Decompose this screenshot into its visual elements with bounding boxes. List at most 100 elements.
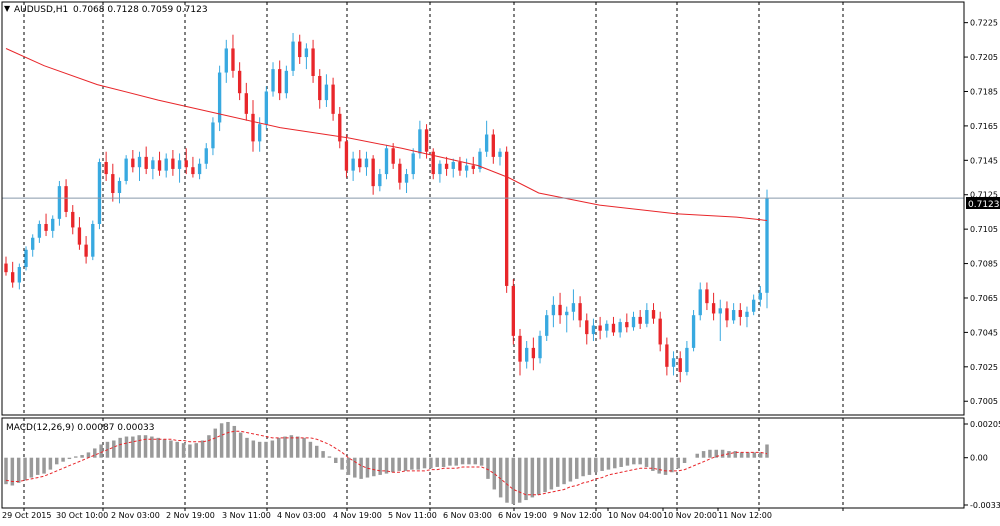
candle-body — [545, 315, 549, 336]
candle-body — [585, 320, 589, 335]
candle-body — [97, 162, 102, 224]
x-tick-label: 6 Nov 19:00 — [498, 511, 547, 520]
candle-body — [431, 151, 435, 175]
candle-body — [304, 48, 309, 58]
candle-body — [217, 72, 222, 123]
candle-body — [117, 180, 122, 194]
y-tick-label: 0.7165 — [970, 122, 998, 131]
candle-body — [164, 158, 168, 171]
y-tick-label: 0.7105 — [970, 225, 998, 234]
macd-y-tick-label: 0.00 — [970, 454, 988, 463]
candle-body — [498, 151, 502, 157]
candle-body — [631, 316, 636, 328]
x-tick-label: 6 Nov 03:00 — [443, 511, 492, 520]
candle-body — [751, 299, 756, 312]
x-tick-label: 4 Nov 03:00 — [277, 511, 326, 520]
candle-body — [525, 347, 529, 362]
candle-body — [398, 163, 402, 183]
candle-body — [758, 292, 762, 300]
candle-body — [204, 148, 208, 164]
x-tick-label: 30 Oct 10:00 — [56, 511, 108, 520]
candle-body — [124, 158, 128, 181]
y-tick-label: 0.7185 — [970, 87, 998, 96]
candle-body — [678, 358, 682, 372]
candle-body — [371, 158, 375, 187]
y-tick-label: 0.7125 — [970, 191, 998, 200]
candle-body — [131, 158, 135, 168]
candle-body — [4, 263, 8, 273]
candle-body — [171, 158, 175, 169]
candle-body — [471, 165, 475, 169]
candle-body — [391, 148, 395, 164]
y-tick-label: 0.7025 — [970, 363, 998, 372]
candle-body — [518, 335, 522, 362]
current-price-tag-bg — [966, 197, 1000, 209]
candle-body — [191, 167, 195, 175]
macd-panel-frame — [1, 417, 965, 509]
candle-body — [418, 129, 422, 154]
y-tick-label: 0.7205 — [970, 53, 998, 62]
candle-body — [271, 69, 275, 92]
candle-body — [424, 129, 429, 152]
candle-body — [111, 174, 115, 194]
candle-body — [291, 41, 295, 71]
candle-body — [645, 310, 649, 324]
candle-body — [571, 303, 576, 312]
macd-header: MACD(12,26,9) 0.00087 0.00033 — [6, 423, 155, 433]
candle-body — [338, 113, 342, 142]
candle-body — [731, 310, 736, 321]
y-tick-label: 0.7045 — [970, 328, 998, 337]
candle-body — [665, 344, 669, 367]
candle-body — [464, 165, 469, 171]
candle-body — [17, 267, 22, 283]
candle-body — [51, 218, 55, 231]
candle-body — [691, 315, 696, 348]
candle-body — [651, 310, 656, 319]
candle-body — [184, 160, 188, 168]
candle-body — [671, 358, 676, 367]
candle-body — [311, 48, 315, 76]
candle-body — [478, 151, 482, 169]
macd-y-tick-label: 0.00205 — [970, 420, 1000, 429]
candle-body — [351, 158, 355, 171]
y-tick-label: 0.7005 — [970, 397, 998, 406]
candle-body — [558, 304, 562, 316]
moving-average-line — [5, 48, 768, 221]
candle-body — [331, 84, 335, 114]
candle-body — [44, 223, 48, 231]
candle-body — [298, 41, 302, 58]
candle-body — [251, 113, 255, 142]
candle-body — [157, 160, 162, 171]
candle-body — [458, 162, 462, 171]
candle-body — [711, 303, 716, 314]
candle-body — [257, 124, 262, 142]
x-tick-label: 2 Nov 19:00 — [166, 511, 215, 520]
main-candles-layer — [4, 32, 769, 383]
candle-body — [151, 160, 155, 169]
candle-body — [144, 156, 148, 169]
candle-body — [411, 153, 415, 175]
x-tick-label: 9 Nov 12:00 — [553, 511, 602, 520]
symbol-header: AUDUSD,H1 — [14, 5, 68, 15]
x-tick-label: 2 Nov 03:00 — [111, 511, 160, 520]
candle-body — [77, 227, 82, 245]
candle-body — [738, 310, 742, 317]
candle-body — [284, 70, 289, 94]
candle-body — [37, 223, 42, 238]
candle-body — [91, 223, 95, 257]
candle-body — [638, 316, 642, 324]
x-tick-label: 10 Nov 20:00 — [663, 511, 717, 520]
candle-body — [318, 75, 322, 101]
x-tick-label: 5 Nov 11:00 — [388, 511, 437, 520]
candle-body — [104, 162, 108, 175]
candle-body — [211, 122, 215, 149]
candle-body — [64, 186, 68, 212]
candle-body — [484, 134, 489, 152]
candle-body — [71, 211, 75, 228]
x-tick-label: 4 Nov 19:00 — [333, 511, 382, 520]
ohlc-header: 0.7068 0.7128 0.7059 0.7123 — [73, 5, 208, 15]
candle-body — [244, 93, 248, 114]
candle-body — [137, 156, 142, 168]
symbol-dropdown-icon[interactable]: ▼ — [4, 4, 11, 13]
candle-body — [565, 311, 569, 316]
